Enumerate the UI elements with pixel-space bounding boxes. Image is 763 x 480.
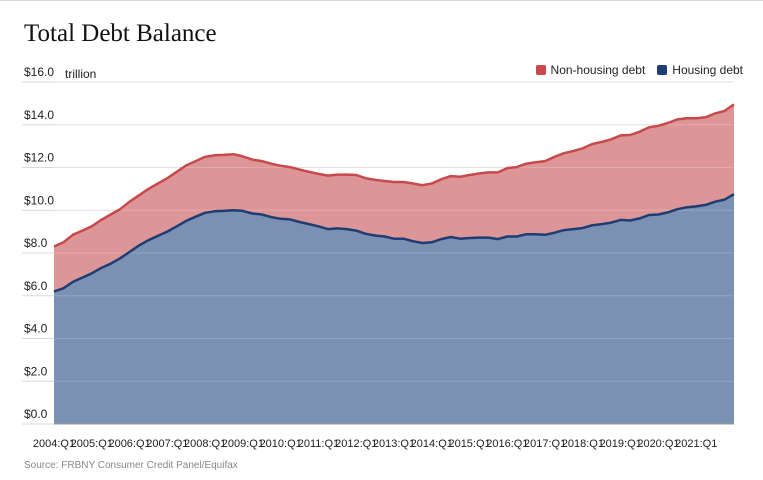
x-tick-label: 2021:Q1 xyxy=(675,438,717,450)
source-note: Source: FRBNY Consumer Credit Panel/Equi… xyxy=(24,460,238,471)
top-divider xyxy=(0,0,763,1)
x-tick-label: 2007:Q1 xyxy=(146,438,188,450)
x-tick-label: 2020:Q1 xyxy=(637,438,679,450)
series-area-non-housing xyxy=(54,104,734,292)
legend-swatch-housing xyxy=(657,65,668,75)
y-tick-label: $12.0 xyxy=(24,151,54,165)
series-area-housing xyxy=(54,194,734,424)
y-tick-label: $0.0 xyxy=(24,407,48,421)
y-unit-label: trillion xyxy=(65,67,97,81)
x-tick-label: 2006:Q1 xyxy=(108,438,150,450)
y-tick-label: $14.0 xyxy=(24,108,54,122)
y-tick-label: $16.0 xyxy=(24,65,54,79)
legend-label-housing: Housing debt xyxy=(672,63,743,77)
x-tick-label: 2009:Q1 xyxy=(222,438,264,450)
x-tick-label: 2013:Q1 xyxy=(373,438,415,450)
x-tick-label: 2016:Q1 xyxy=(486,438,528,450)
y-tick-label: $2.0 xyxy=(24,364,48,378)
legend: Non-housing debt Housing debt xyxy=(535,63,743,77)
x-tick-label: 2004:Q1 xyxy=(33,438,75,450)
legend-item-non-housing[interactable]: Non-housing debt xyxy=(535,63,646,77)
x-tick-label: 2008:Q1 xyxy=(184,438,226,450)
x-tick-label: 2017:Q1 xyxy=(524,438,566,450)
series-line-housing xyxy=(53,193,735,293)
legend-item-housing[interactable]: Housing debt xyxy=(657,63,743,77)
x-tick-label: 2010:Q1 xyxy=(260,438,302,450)
chart-title: Total Debt Balance xyxy=(24,20,217,47)
legend-label-non-housing: Non-housing debt xyxy=(550,63,646,77)
x-tick-label: 2018:Q1 xyxy=(562,438,604,450)
series-line-non-housing xyxy=(53,103,735,248)
y-tick-label: $8.0 xyxy=(24,236,48,250)
x-tick-label: 2012:Q1 xyxy=(335,438,377,450)
x-tick-label: 2015:Q1 xyxy=(448,438,490,450)
x-tick-label: 2011:Q1 xyxy=(298,438,339,450)
x-tick-label: 2005:Q1 xyxy=(71,438,113,450)
y-tick-label: $6.0 xyxy=(24,279,48,293)
x-tick-label: 2019:Q1 xyxy=(600,438,642,450)
x-tick-label: 2014:Q1 xyxy=(411,438,453,450)
y-tick-label: $4.0 xyxy=(24,322,48,336)
y-tick-label: $10.0 xyxy=(24,193,54,207)
legend-swatch-non-housing xyxy=(535,65,546,75)
